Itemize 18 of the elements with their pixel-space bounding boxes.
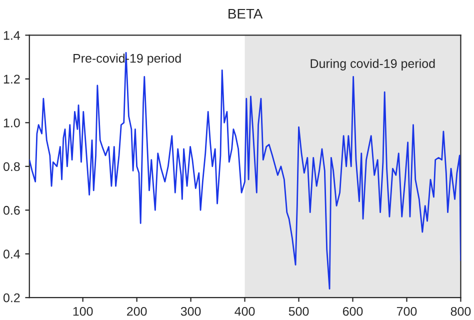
x-tick-label: 600 [342, 306, 363, 316]
annotation: During covid-19 period [310, 58, 435, 70]
x-tick-label: 400 [234, 306, 255, 316]
y-tick-label: 1.0 [4, 118, 20, 128]
x-tick-label: 300 [180, 306, 201, 316]
y-tick-label: 0.6 [3, 206, 20, 215]
y-tick-label: 1.4 [4, 31, 20, 40]
y-tick-label: 0.2 [3, 293, 20, 302]
chart-title: BETA [228, 8, 263, 19]
x-tick-label: 100 [73, 306, 93, 316]
y-tick-label: 0.4 [3, 250, 20, 259]
y-tick-label: 1.2 [4, 74, 20, 84]
x-tick-label: 200 [127, 306, 147, 316]
y-tick-label: 0.8 [3, 162, 20, 172]
x-tick-label: 700 [396, 306, 417, 316]
x-tick-label: 500 [288, 306, 309, 316]
line-series [29, 52, 461, 290]
x-tick-label: 800 [450, 306, 471, 316]
